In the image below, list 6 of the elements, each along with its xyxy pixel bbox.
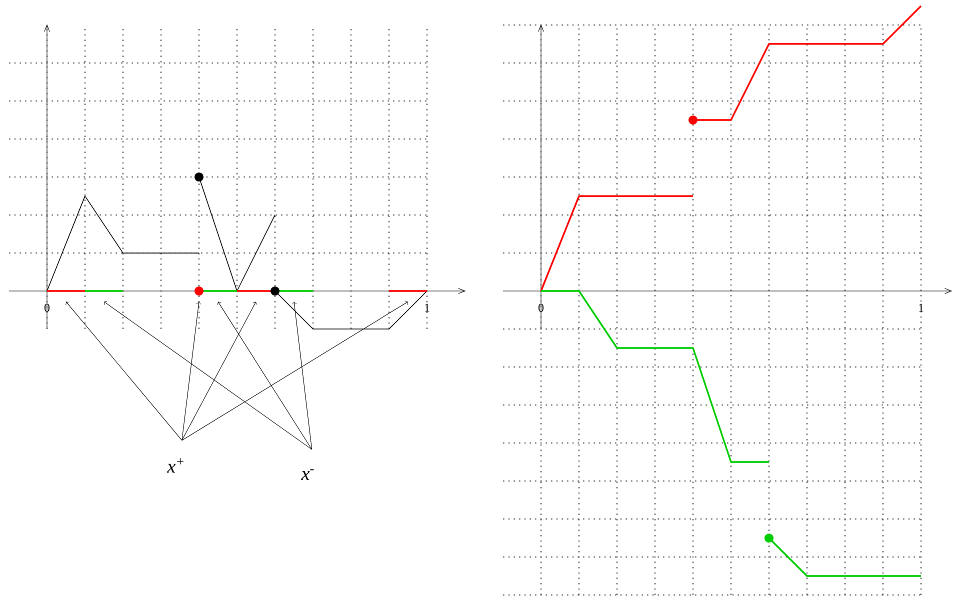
x-tick-label: 1 (919, 304, 924, 312)
x-tick-label: 0 (44, 304, 50, 312)
x-tick-label: 0 (538, 304, 544, 312)
text: x$^{+}$ (166, 458, 184, 473)
text: x$^{-}$ (301, 469, 314, 480)
x-tick-label: 1 (425, 304, 430, 312)
